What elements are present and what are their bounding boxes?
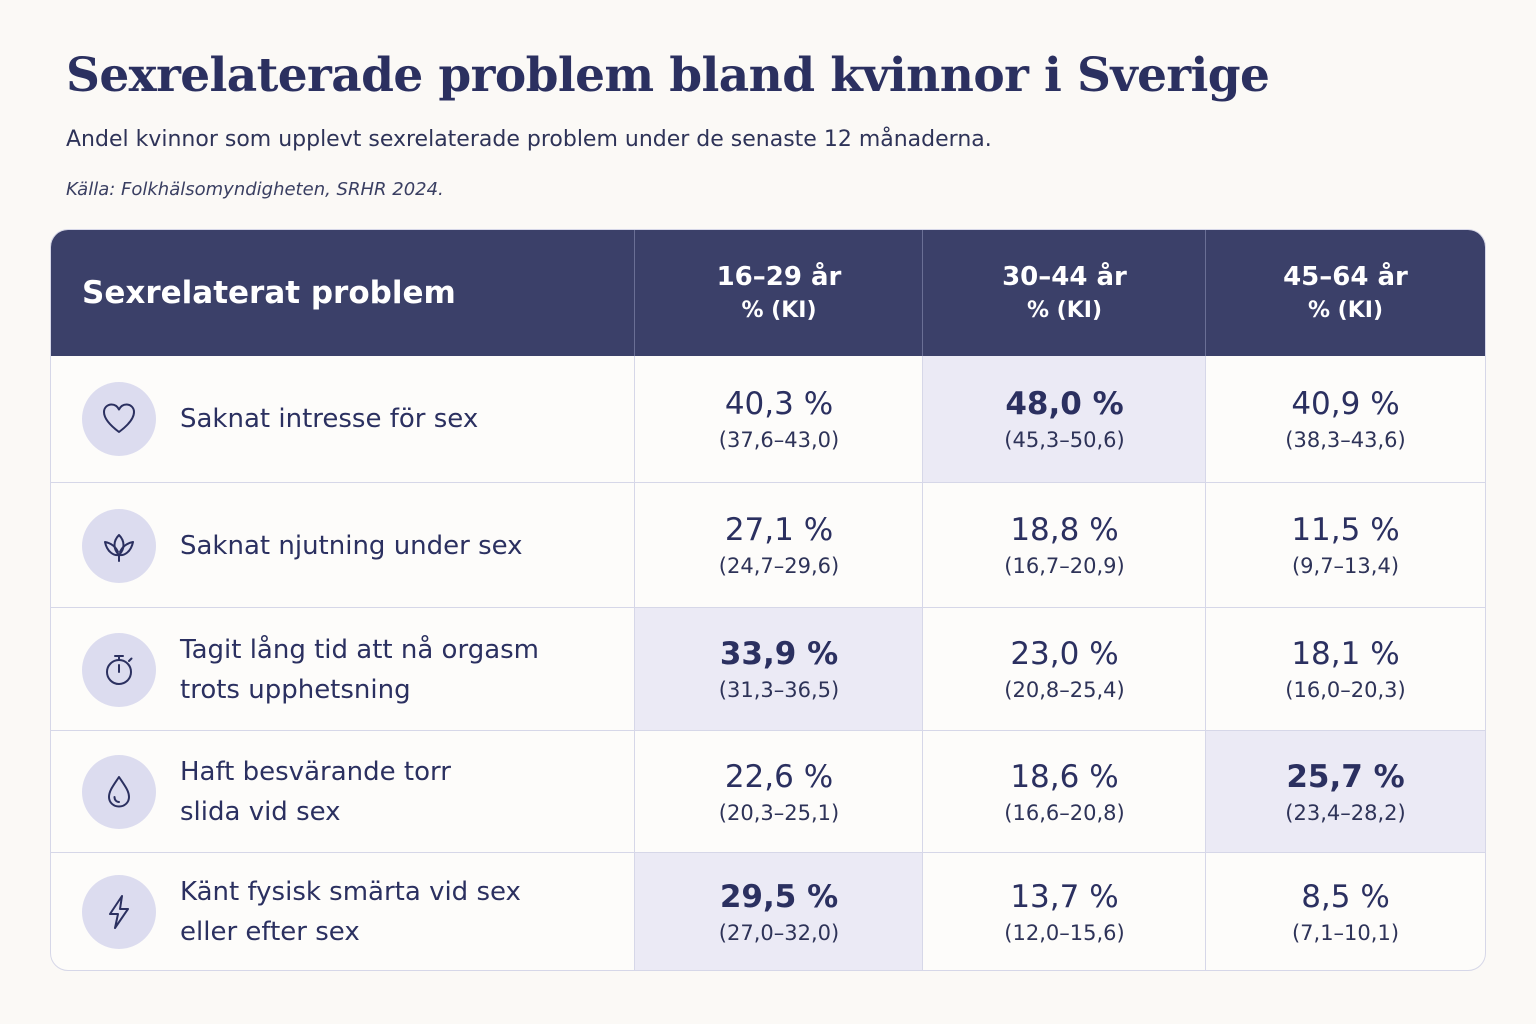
value-percent: 18,6 % (1010, 758, 1119, 795)
value-cell: 40,3 % (37,6–43,0) (635, 356, 923, 482)
value-cell: 25,7 % (23,4–28,2) (1206, 731, 1485, 852)
header-problem: Sexrelaterat problem (51, 230, 635, 356)
header-divider (634, 230, 635, 356)
value-percent: 48,0 % (1005, 386, 1124, 422)
value-percent: 18,1 % (1291, 636, 1400, 672)
value-confidence-interval: (16,7–20,9) (1004, 554, 1125, 578)
column-divider (634, 356, 635, 970)
value-confidence-interval: (27,0–32,0) (718, 920, 840, 945)
page-subtitle: Andel kvinnor som upplevt sexrelaterade … (66, 127, 992, 152)
value-confidence-interval: (20,8–25,4) (1004, 678, 1125, 702)
header-age-16-29: 16–29 år % (KI) (635, 230, 923, 356)
value-confidence-interval: (16,0–20,3) (1285, 678, 1406, 702)
table-row: Känt fysisk smärta vid sex eller efter se… (51, 852, 1485, 970)
value-confidence-interval: (7,1–10,1) (1291, 920, 1400, 945)
header-unit-label: % (KI) (1307, 298, 1384, 323)
header-unit-label: % (KI) (1026, 298, 1103, 323)
header-unit-label: % (KI) (741, 298, 817, 323)
header-age-label: 45–64 år (1283, 262, 1408, 292)
value-confidence-interval: (20,3–25,1) (718, 800, 840, 825)
value-cell: 22,6 % (20,3–25,1) (635, 731, 923, 852)
value-cell: 33,9 % (31,3–36,5) (635, 608, 923, 730)
row-label-line: eller efter sex (180, 917, 360, 947)
value-percent: 13,7 % (1010, 878, 1119, 915)
value-confidence-interval: (9,7–13,4) (1291, 554, 1400, 578)
value-confidence-interval: (45,3–50,6) (1004, 428, 1125, 452)
lightning-icon (82, 875, 156, 949)
value-percent: 33,9 % (719, 636, 839, 672)
header-age-label: 30–44 år (1002, 262, 1127, 292)
value-cell: 18,1 % (16,0–20,3) (1206, 608, 1485, 730)
row-label-line: Haft besvärande torr (180, 757, 451, 787)
header-divider (1205, 230, 1206, 356)
value-percent: 27,1 % (724, 512, 834, 548)
value-confidence-interval: (12,0–15,6) (1004, 920, 1125, 945)
table-row: Saknat njutning under sex 27,1 % (24,7–29,… (51, 482, 1485, 607)
stopwatch-icon (82, 632, 156, 707)
row-label: Tagit lång tid att nå orgasm trots upphet… (180, 630, 539, 710)
value-percent: 23,0 % (1010, 636, 1119, 672)
value-cell: 40,9 % (38,3–43,6) (1206, 356, 1485, 482)
row-label-line: Saknat intresse för sex (180, 404, 479, 434)
header-age-30-44: 30–44 år % (KI) (923, 230, 1206, 356)
header-age-label: 16–29 år (716, 262, 842, 292)
data-table: Sexrelaterat problem 16–29 år % (KI) 30–… (50, 229, 1486, 971)
row-label-line: Känt fysisk smärta vid sex (180, 877, 521, 907)
value-percent: 40,9 % (1291, 386, 1400, 422)
value-percent: 8,5 % (1301, 878, 1390, 915)
value-cell: 23,0 % (20,8–25,4) (923, 608, 1206, 730)
table-row: Tagit lång tid att nå orgasm trots upphet… (51, 607, 1485, 730)
value-cell: 27,1 % (24,7–29,6) (635, 483, 923, 607)
value-confidence-interval: (24,7–29,6) (718, 554, 840, 578)
table-row: Haft besvärande torr slida vid sex 22,6 % (… (51, 730, 1485, 852)
row-label-line: trots upphetsning (180, 674, 411, 705)
table-row: Saknat intresse för sex 40,3 % (37,6–43,0)… (51, 356, 1485, 482)
value-percent: 29,5 % (719, 878, 839, 915)
lotus-icon (82, 508, 156, 583)
row-label: Känt fysisk smärta vid sex eller efter se… (180, 872, 521, 952)
value-confidence-interval: (31,3–36,5) (718, 678, 840, 702)
value-cell: 18,6 % (16,6–20,8) (923, 731, 1206, 852)
value-confidence-interval: (16,6–20,8) (1004, 800, 1125, 825)
value-cell: 13,7 % (12,0–15,6) (923, 853, 1206, 970)
value-cell: 11,5 % (9,7–13,4) (1206, 483, 1485, 607)
value-cell: 8,5 % (7,1–10,1) (1206, 853, 1485, 970)
value-percent: 11,5 % (1291, 512, 1400, 548)
row-label-line: Tagit lång tid att nå orgasm (180, 634, 539, 665)
value-cell: 18,8 % (16,7–20,9) (923, 483, 1206, 607)
row-label-line: Saknat njutning under sex (180, 530, 523, 561)
droplet-icon (82, 755, 156, 829)
value-confidence-interval: (23,4–28,2) (1285, 800, 1406, 825)
table-header-row: Sexrelaterat problem 16–29 år % (KI) 30–… (51, 230, 1485, 356)
column-divider (1205, 356, 1206, 970)
source-note: Källa: Folkhälsomyndigheten, SRHR 2024. (66, 179, 444, 200)
header-divider (922, 230, 923, 356)
value-cell: 29,5 % (27,0–32,0) (635, 853, 923, 970)
header-age-45-64: 45–64 år % (KI) (1206, 230, 1485, 356)
heart-icon (82, 382, 156, 456)
row-label: Saknat intresse för sex (180, 399, 478, 439)
value-percent: 18,8 % (1010, 512, 1119, 548)
column-divider (922, 356, 923, 970)
value-percent: 22,6 % (724, 758, 834, 795)
row-label: Saknat njutning under sex (180, 526, 523, 566)
value-confidence-interval: (37,6–43,0) (718, 428, 840, 452)
page-title: Sexrelaterade problem bland kvinnor i Sv… (66, 48, 1270, 103)
value-confidence-interval: (38,3–43,6) (1285, 428, 1406, 452)
value-cell: 48,0 % (45,3–50,6) (923, 356, 1206, 482)
header-problem-label: Sexrelaterat problem (82, 275, 456, 311)
row-label: Haft besvärande torr slida vid sex (180, 752, 451, 832)
row-label-line: slida vid sex (180, 797, 341, 827)
value-percent: 40,3 % (724, 386, 834, 422)
value-percent: 25,7 % (1286, 758, 1405, 795)
